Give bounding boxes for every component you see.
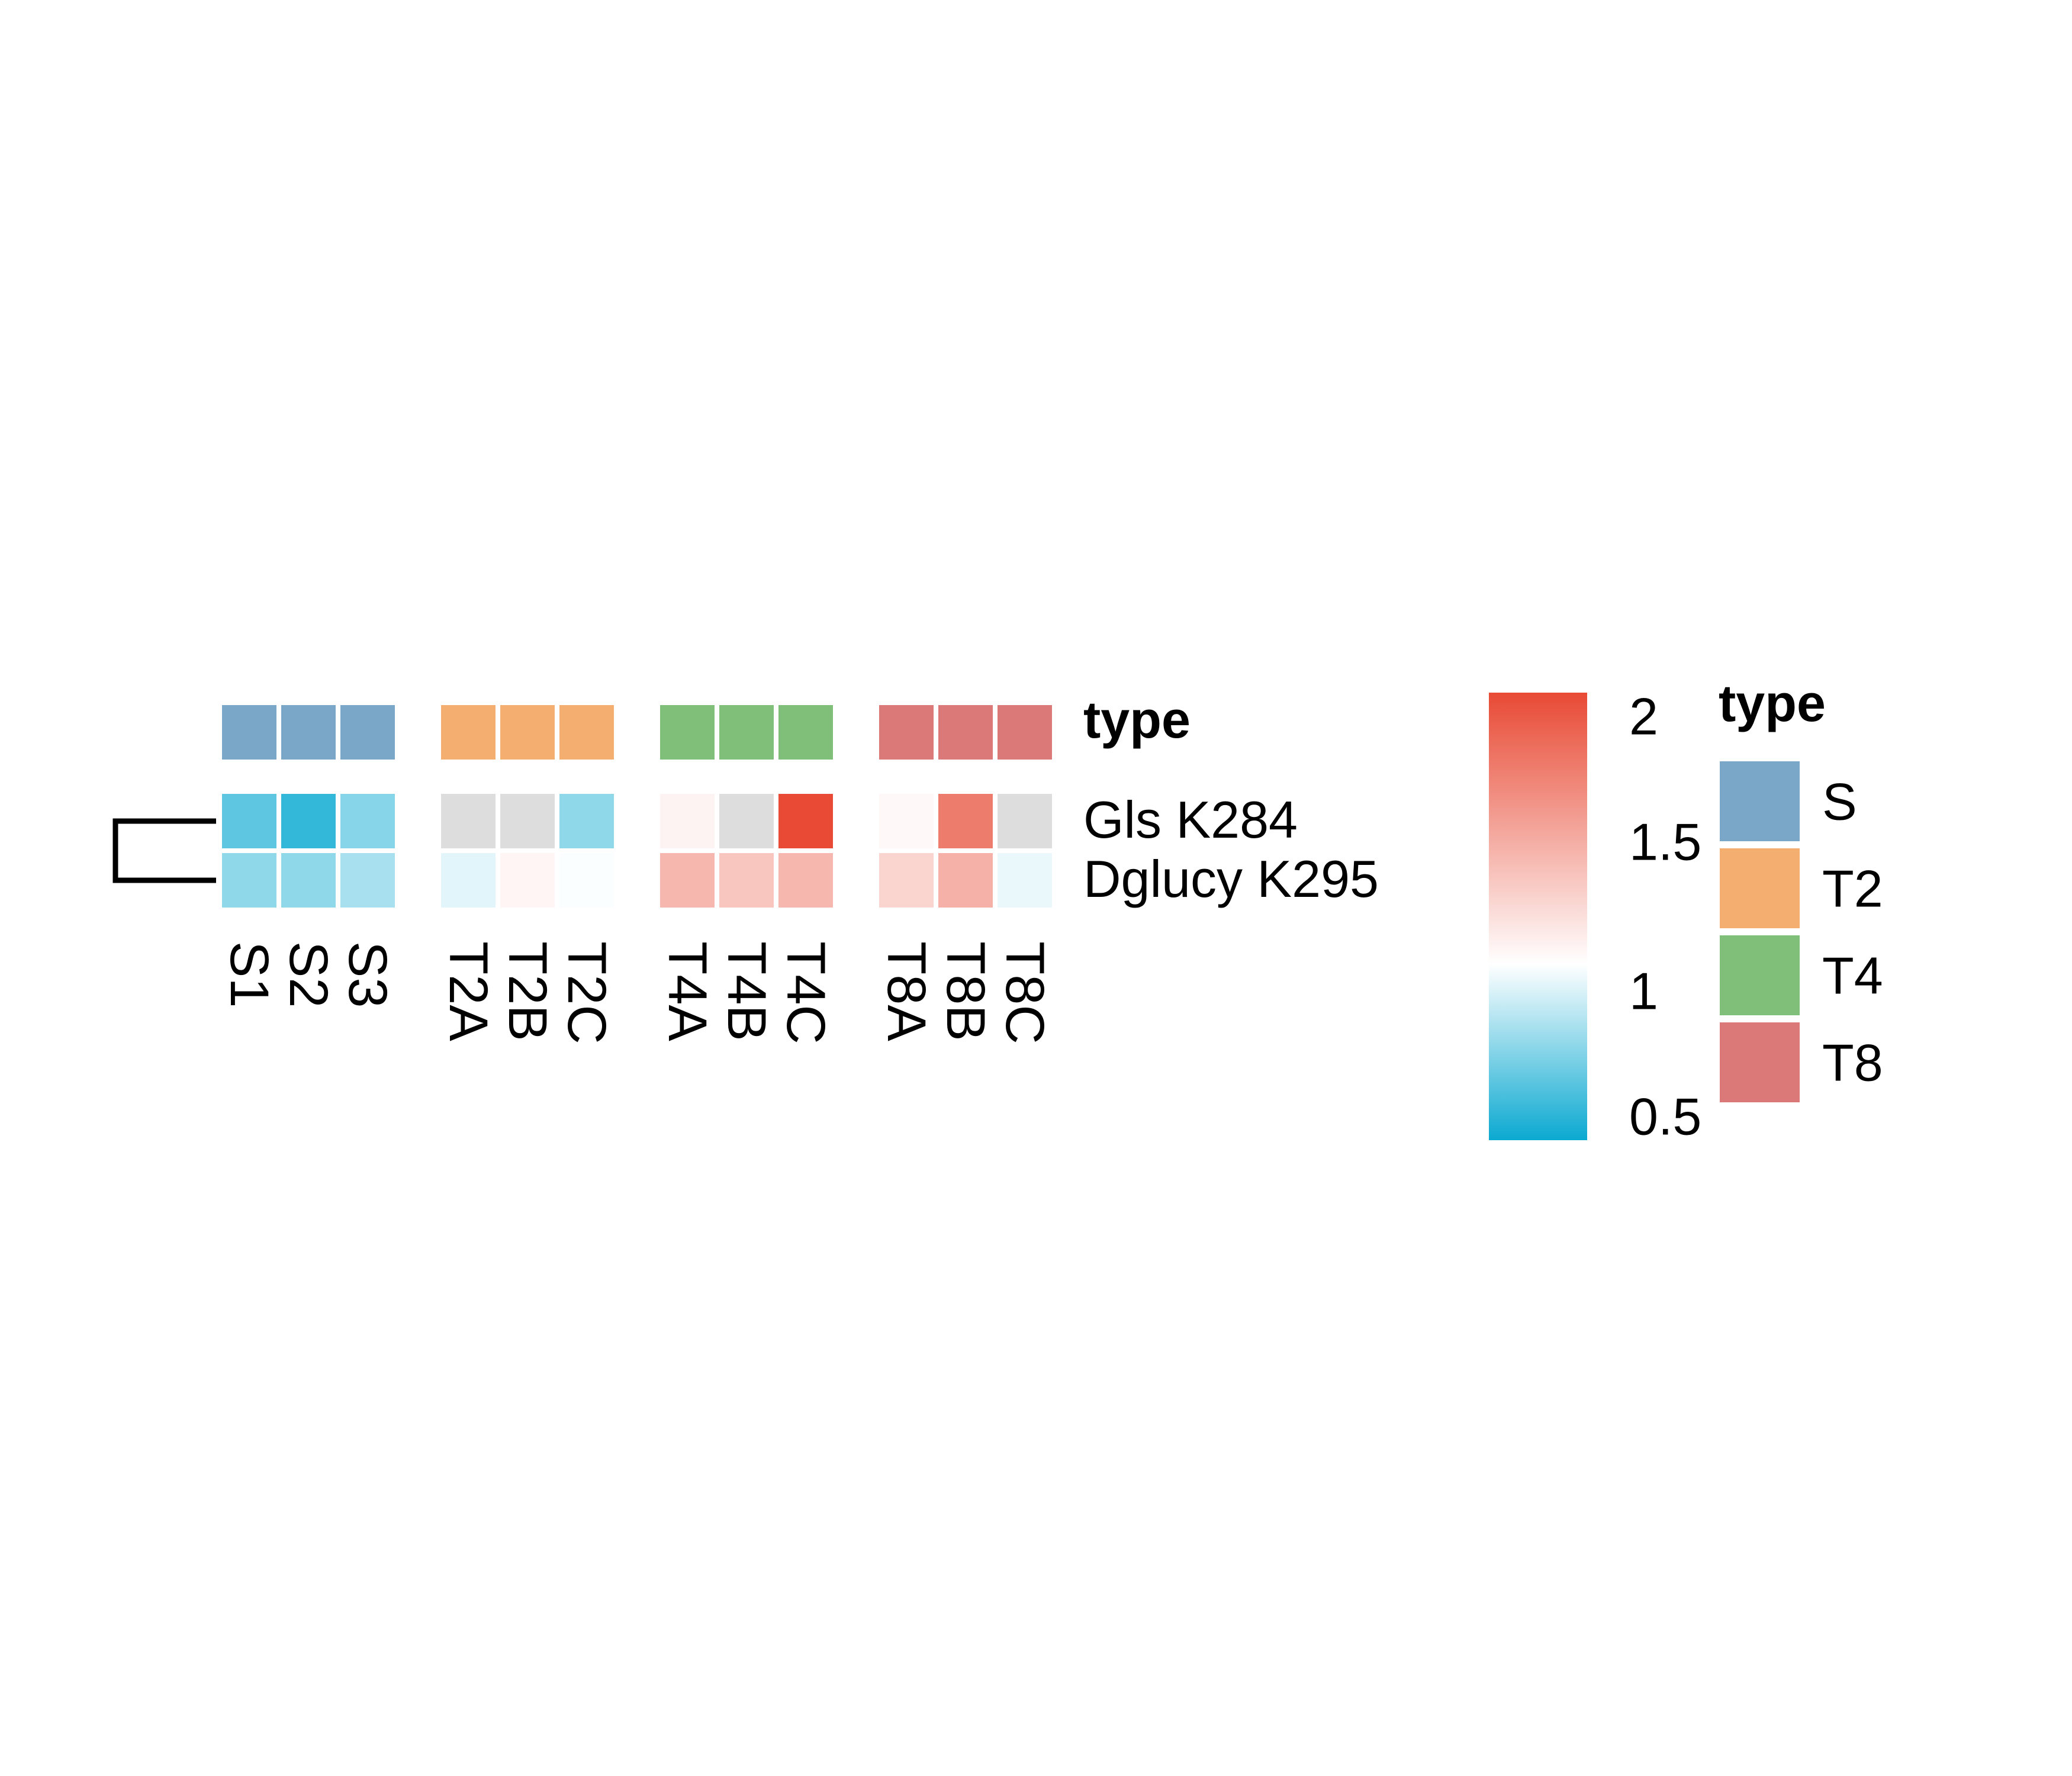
heatmap-cell <box>719 794 774 848</box>
column-label: T4A <box>657 941 718 1041</box>
annotation-track <box>222 705 1052 760</box>
legend-swatch <box>1720 935 1800 1015</box>
color-scale-tick-label: 2 <box>1629 687 1658 746</box>
column-label: T8A <box>876 941 937 1041</box>
row-dendrogram <box>112 818 216 883</box>
column-label: T2C <box>556 941 617 1044</box>
column-label: T8C <box>995 941 1055 1044</box>
annotation-cell <box>938 705 993 760</box>
heatmap-cell <box>938 853 993 908</box>
heatmap-cell <box>340 853 395 908</box>
color-scale-ticks: 2 1.5 1 0.5 <box>1629 687 1701 1146</box>
heatmap-cell <box>441 794 496 848</box>
heatmap-cell <box>998 853 1052 908</box>
heatmap-cell <box>998 794 1052 848</box>
annotation-cell <box>281 705 336 760</box>
column-label: S3 <box>337 941 398 1008</box>
row-label: Gls K284 <box>1083 790 1298 849</box>
color-scale-tick-label: 0.5 <box>1629 1088 1701 1146</box>
legend-title: type <box>1719 674 1826 732</box>
column-label: T2A <box>438 941 498 1041</box>
annotation-cell <box>998 705 1052 760</box>
heatmap-cell <box>778 853 833 908</box>
color-scale-bar <box>1489 693 1587 1140</box>
legend-label: T8 <box>1822 1034 1883 1092</box>
heatmap-cell <box>879 853 934 908</box>
column-label: S2 <box>278 941 339 1008</box>
color-scale-tick-label: 1.5 <box>1629 813 1701 871</box>
column-label: T4C <box>776 941 836 1044</box>
legend-swatch <box>1720 761 1800 841</box>
annotation-cell <box>559 705 614 760</box>
annotation-cell <box>441 705 496 760</box>
legend-label: T2 <box>1822 860 1883 918</box>
heatmap-cell <box>340 794 395 848</box>
heatmap-cell <box>500 794 555 848</box>
column-label: T2B <box>497 941 558 1041</box>
legend-label: S <box>1822 773 1857 831</box>
heatmap-cell <box>938 794 993 848</box>
heatmap-cell <box>500 853 555 908</box>
legend-swatch <box>1720 1022 1800 1102</box>
legend-swatch <box>1720 848 1800 928</box>
annotation-cell <box>500 705 555 760</box>
column-label: T4B <box>716 941 777 1041</box>
heatmap-cell <box>281 794 336 848</box>
dendrogram-branch <box>112 818 216 883</box>
row-label: Dglucy K295 <box>1083 850 1379 908</box>
heatmap-cell <box>719 853 774 908</box>
column-label: S1 <box>219 941 279 1008</box>
heatmap-cell <box>281 853 336 908</box>
heatmap-cell <box>879 794 934 848</box>
type-legend: S T2 T4 T8 <box>1720 761 1883 1102</box>
heatmap-cell <box>559 794 614 848</box>
annotation-cell <box>719 705 774 760</box>
heatmap-cell <box>222 853 276 908</box>
annotation-cell <box>778 705 833 760</box>
heatmap-cell <box>660 794 715 848</box>
annotation-cell <box>879 705 934 760</box>
color-scale-tick-label: 1 <box>1629 962 1658 1021</box>
heatmap-cell <box>660 853 715 908</box>
annotation-cell <box>340 705 395 760</box>
heatmap-cell <box>559 853 614 908</box>
heatmap-cell <box>441 853 496 908</box>
heatmap-cells <box>222 794 1052 908</box>
heatmap-cell <box>222 794 276 848</box>
heatmap-cell <box>778 794 833 848</box>
annotation-cell <box>660 705 715 760</box>
legend-label: T4 <box>1822 947 1883 1005</box>
column-label: T8B <box>935 941 996 1041</box>
annotation-cell <box>222 705 276 760</box>
annotation-track-title: type <box>1083 690 1191 749</box>
